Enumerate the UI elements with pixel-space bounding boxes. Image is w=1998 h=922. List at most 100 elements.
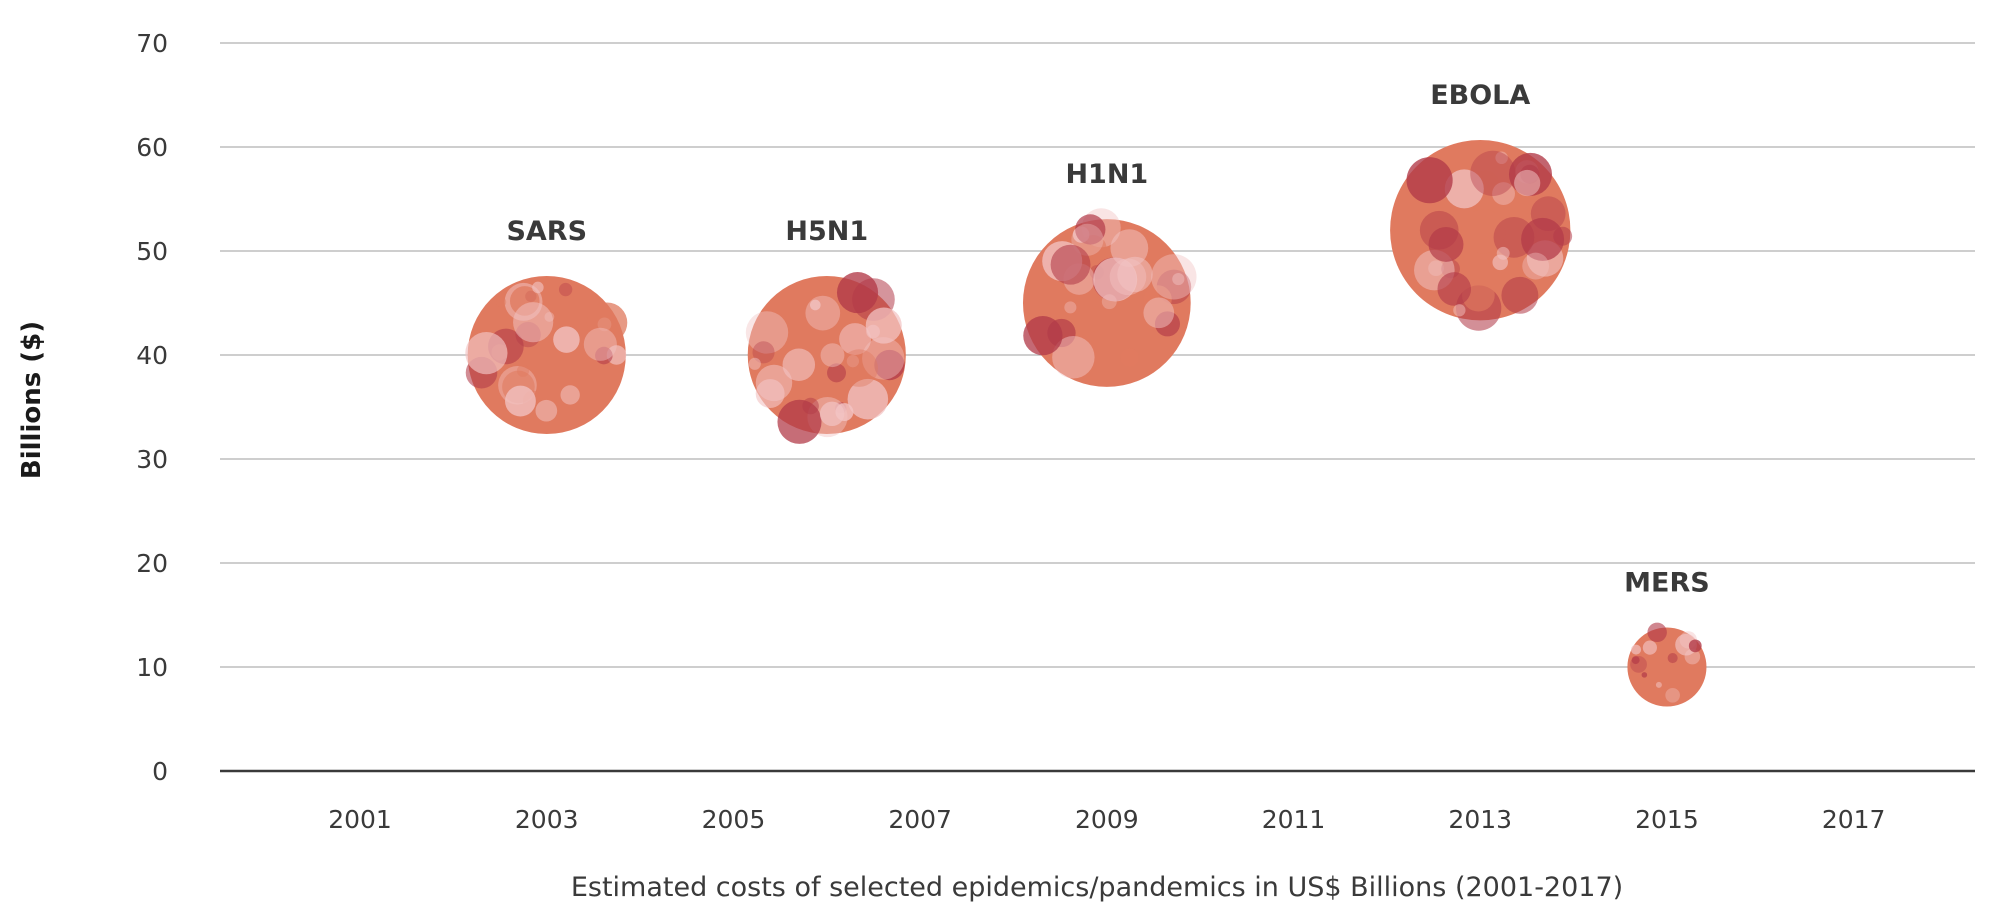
y-axis-label: Billions ($) xyxy=(17,321,47,479)
bubble-texture xyxy=(1406,157,1453,204)
bubble-texture xyxy=(1514,169,1541,197)
y-tick-label: 20 xyxy=(136,549,168,578)
bubble-texture xyxy=(862,337,905,380)
y-tick-label: 30 xyxy=(136,445,168,474)
bubble-texture xyxy=(1461,209,1506,254)
bubble-texture xyxy=(560,385,580,405)
grid-lines xyxy=(220,42,1975,773)
bubble-texture xyxy=(1501,276,1539,314)
bubble-texture xyxy=(1667,653,1678,664)
bubble-texture xyxy=(1453,304,1466,317)
bubble-texture xyxy=(1428,226,1464,262)
bubble-texture xyxy=(1641,672,1648,678)
x-tick-label: 2017 xyxy=(1822,805,1886,834)
bubble-h1n1 xyxy=(1022,208,1197,387)
bubble-texture xyxy=(1492,182,1515,205)
bubble-texture xyxy=(1684,648,1701,665)
bubble-texture xyxy=(1120,348,1139,368)
bubble-texture xyxy=(1050,244,1091,285)
x-tick-label: 2001 xyxy=(328,805,392,834)
bubble-texture xyxy=(595,346,613,365)
bubble-texture xyxy=(1093,257,1138,302)
bubble-texture xyxy=(1437,272,1472,306)
bubble-ebola xyxy=(1390,140,1573,331)
bubble-label-sars: SARS xyxy=(506,216,587,247)
bubble-texture xyxy=(513,302,554,343)
bubble-texture xyxy=(777,399,822,444)
y-tick-label: 40 xyxy=(136,341,168,370)
bubble-texture xyxy=(1496,246,1510,260)
bubble-texture xyxy=(1521,217,1565,261)
bubble-texture xyxy=(820,343,845,368)
bubble-texture xyxy=(532,281,544,294)
x-tick-label: 2007 xyxy=(888,805,952,834)
x-axis-label: Estimated costs of selected epidemics/pa… xyxy=(571,872,1623,903)
bubble-label-h5n1: H5N1 xyxy=(785,216,868,247)
y-tick-label: 10 xyxy=(136,653,168,682)
bubble-texture xyxy=(835,403,854,422)
bubble-texture xyxy=(583,327,617,361)
bubble-texture xyxy=(586,302,628,343)
bubble-texture xyxy=(1665,687,1680,703)
bubble-texture xyxy=(809,299,821,311)
bubble-texture xyxy=(1642,640,1657,655)
bubble-texture xyxy=(1172,273,1185,286)
bubble-texture xyxy=(1075,214,1106,245)
bubble-texture xyxy=(846,355,860,368)
bubble-texture xyxy=(745,311,789,354)
x-tick-label: 2009 xyxy=(1075,805,1139,834)
bubble-texture xyxy=(1052,336,1095,379)
bubble-texture xyxy=(1630,644,1642,655)
bubble-texture xyxy=(1023,316,1063,356)
bubble-texture xyxy=(752,341,775,364)
bubble-texture xyxy=(606,345,627,365)
bubble-texture xyxy=(1444,169,1484,209)
bubble-texture xyxy=(1630,655,1647,673)
bubble-texture xyxy=(1647,622,1667,643)
bubble-texture xyxy=(839,323,872,356)
bubble-texture xyxy=(505,385,536,417)
bubble-texture xyxy=(840,349,878,387)
y-axis-ticks: 0 10 20 30 40 50 60 70 xyxy=(136,29,168,786)
bubble-texture xyxy=(827,363,847,383)
bubble-sars xyxy=(465,275,628,435)
bubble-texture xyxy=(782,348,816,382)
bubble-texture xyxy=(836,272,879,314)
bubble-texture xyxy=(535,399,558,422)
bubble-texture xyxy=(465,332,508,375)
x-axis-ticks: 2001 2003 2005 2007 2009 2011 2013 2015 2017 xyxy=(328,805,1885,834)
x-tick-label: 2011 xyxy=(1262,805,1326,834)
bubble-texture xyxy=(748,357,761,370)
bubble-texture xyxy=(1110,229,1149,267)
y-tick-label: 50 xyxy=(136,237,168,266)
bubble-texture xyxy=(1109,258,1147,296)
y-tick-label: 60 xyxy=(136,133,168,162)
bubble-h5n1 xyxy=(745,272,906,444)
bubble-texture xyxy=(865,307,902,344)
x-tick-label: 2013 xyxy=(1448,805,1512,834)
y-tick-label: 0 xyxy=(152,757,168,786)
bubble-texture xyxy=(1064,301,1077,314)
bubble-texture xyxy=(558,282,573,297)
y-tick-label: 70 xyxy=(136,29,168,58)
bubble-texture xyxy=(1470,150,1516,196)
x-tick-label: 2003 xyxy=(515,805,579,834)
bubble-texture xyxy=(1631,656,1640,665)
bubble-texture xyxy=(1655,681,1662,688)
bubble-texture xyxy=(847,378,889,420)
bubble-texture xyxy=(1522,252,1550,280)
x-tick-label: 2005 xyxy=(702,805,766,834)
bubble-labels: SARS H5N1 H1N1 EBOLA MERS xyxy=(506,80,1709,598)
bubble-texture xyxy=(1143,297,1175,329)
bubble-label-mers: MERS xyxy=(1624,567,1710,598)
bubbles xyxy=(465,140,1707,707)
bubble-mers xyxy=(1627,622,1707,707)
bubble-texture xyxy=(516,364,530,377)
bubble-texture xyxy=(496,296,507,308)
x-tick-label: 2015 xyxy=(1635,805,1699,834)
bubble-label-h1n1: H1N1 xyxy=(1065,159,1148,190)
bubble-texture xyxy=(805,295,841,331)
bubble-texture xyxy=(1688,639,1702,653)
bubble-texture xyxy=(874,349,905,381)
